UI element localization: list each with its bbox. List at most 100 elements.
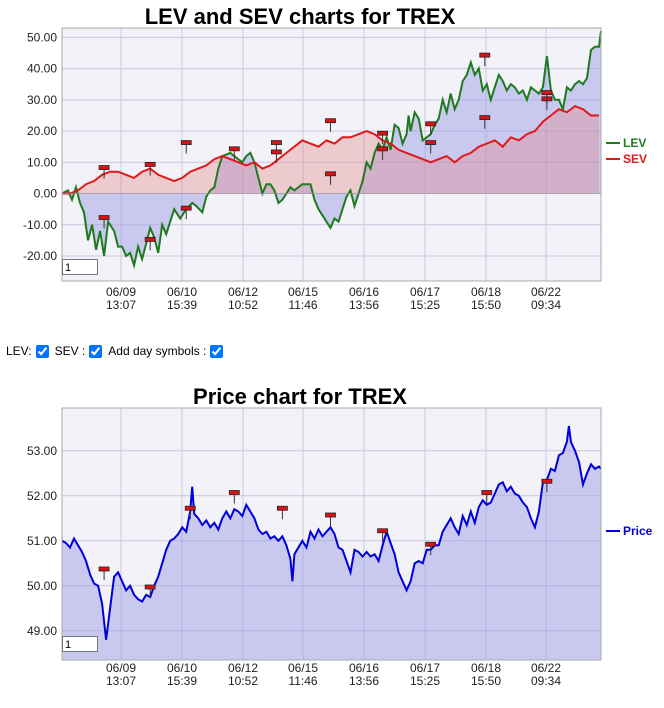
x-tick-time: 15:39 [167, 674, 197, 688]
x-tick-day: 06/12 [228, 661, 258, 675]
x-tick-time: 10:52 [228, 674, 258, 688]
chart-controls: LEV: SEV : Add day symbols : [6, 344, 227, 358]
legend-sev-swatch [606, 158, 620, 160]
day-marker [479, 52, 491, 58]
day-marker [425, 541, 437, 547]
legend-sev: SEV [606, 152, 647, 166]
day-symbols-label: Add day symbols : [108, 344, 207, 358]
lev-toggle-checkbox[interactable] [35, 344, 49, 358]
x-tick-time: 09:34 [531, 674, 561, 688]
series-area-price [62, 426, 601, 660]
day-symbols-checkbox[interactable] [210, 344, 224, 358]
x-tick-day: 06/22 [531, 661, 561, 675]
day-marker [98, 215, 110, 220]
day-marker [479, 115, 491, 120]
lev-sev-chart: LEV and SEV charts for TREX 50.00 40.00 30… [0, 0, 664, 330]
x-tick-time: 15:50 [471, 298, 501, 312]
lev-sev-chart-title: LEV and SEV charts for TREX [144, 4, 456, 29]
x-tick-day: 06/09 [106, 661, 136, 675]
series-line-sev [62, 104, 599, 195]
price-chart: Price chart for TREX 53.00 52.00 51.00 50.0… [0, 378, 664, 708]
day-marker [325, 118, 336, 124]
day-marker [144, 236, 156, 242]
lev-toggle-label: LEV: [6, 344, 32, 358]
y-tick-label: -20.00 [23, 249, 57, 263]
legend-lev-label: LEV [623, 136, 647, 150]
x-tick-time: 15:25 [410, 674, 440, 688]
series-line-price [61, 425, 602, 640]
day-marker [144, 162, 156, 167]
zoom-input-bottom[interactable]: 1 [62, 636, 98, 652]
day-marker [377, 528, 388, 534]
day-marker [270, 149, 282, 155]
day-marker [180, 205, 192, 211]
y-tick-label: 0.00 [34, 187, 58, 201]
day-marker [270, 140, 282, 145]
day-marker [425, 140, 437, 145]
y-tick-label: 30.00 [27, 93, 57, 107]
day-marker [541, 478, 553, 484]
x-tick-time: 10:52 [228, 298, 258, 312]
legend-price-swatch [606, 530, 620, 532]
y-tick-label: 53.00 [27, 444, 57, 458]
day-marker [277, 505, 288, 511]
lev-sev-chart-svg: 50.00 40.00 30.00 20.00 10.00 0.00 -10.00 -20.0… [23, 27, 602, 312]
y-tick-label: 50.00 [27, 579, 57, 593]
x-tick-day: 06/10 [167, 661, 197, 675]
x-tick-time: 09:34 [531, 298, 561, 312]
x-tick-day: 06/18 [471, 661, 501, 675]
x-tick-time: 15:50 [471, 674, 501, 688]
x-tick-day: 06/17 [410, 285, 440, 299]
day-marker [425, 121, 437, 127]
plot-area [62, 408, 601, 660]
day-marker [98, 566, 110, 572]
day-marker [377, 130, 388, 136]
x-tick-day: 06/12 [228, 285, 258, 299]
x-tick-day: 06/22 [531, 285, 561, 299]
y-tick-label: 20.00 [27, 124, 57, 138]
sev-toggle-label: SEV : [54, 344, 86, 358]
sev-toggle-checkbox[interactable] [89, 344, 103, 358]
x-tick-day: 06/15 [288, 285, 318, 299]
x-tick-day: 06/18 [471, 285, 501, 299]
day-marker [228, 146, 240, 152]
x-tick-day: 06/09 [106, 285, 136, 299]
legend-price-label: Price [623, 524, 653, 538]
day-marker [180, 140, 192, 145]
day-marker [98, 165, 110, 170]
x-tick-time: 15:39 [167, 298, 197, 312]
day-marker [377, 146, 388, 152]
day-marker [144, 584, 156, 590]
plot-border [61, 27, 602, 282]
x-tick-day: 06/16 [349, 661, 379, 675]
x-tick-day: 06/10 [167, 285, 197, 299]
plot-border [61, 407, 602, 661]
x-tick-time: 13:07 [106, 674, 136, 688]
x-tick-time: 13:56 [349, 674, 379, 688]
x-tick-time: 13:56 [349, 298, 379, 312]
day-marker [481, 490, 493, 495]
series-area-sev [62, 106, 599, 194]
x-tick-time: 15:25 [410, 298, 440, 312]
y-tick-label: 51.00 [27, 534, 57, 548]
y-tick-label: -10.00 [23, 218, 57, 232]
day-marker [325, 171, 336, 177]
legend-sev-label: SEV [623, 152, 648, 166]
day-marker [325, 512, 336, 518]
x-tick-time: 11:46 [288, 298, 317, 312]
y-tick-label: 10.00 [27, 155, 57, 169]
day-marker [541, 90, 553, 95]
x-tick-day: 06/16 [349, 285, 379, 299]
zoom-input-top[interactable]: 1 [62, 259, 98, 275]
series-area-lev [62, 31, 601, 266]
price-chart-title: Price chart for TREX [193, 384, 407, 409]
legend-lev: LEV [606, 136, 646, 150]
y-tick-label: 40.00 [27, 62, 57, 76]
day-marker [184, 505, 196, 511]
x-tick-day: 06/17 [410, 661, 440, 675]
x-tick-time: 11:46 [288, 674, 317, 688]
y-tick-label: 50.00 [27, 30, 57, 44]
y-tick-label: 52.00 [27, 489, 57, 503]
x-tick-day: 06/15 [288, 661, 318, 675]
